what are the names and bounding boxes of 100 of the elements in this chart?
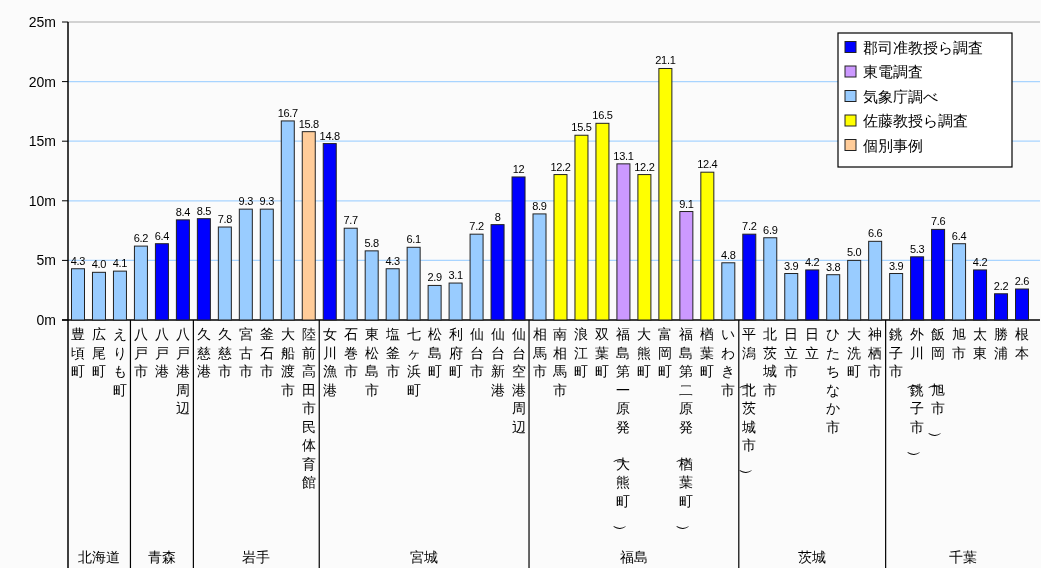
data-label: 2.2 [993,279,1009,292]
category-label: 陸前高田市民体育館 [301,326,316,490]
data-label: 9.3 [259,195,275,208]
x-tick-label: 平潟（北茨城市） [739,326,757,483]
bar [700,171,715,321]
bar [805,269,820,321]
data-label: 4.8 [721,248,736,261]
category-label: 福島第一原発（大熊町） [613,326,631,538]
x-tick-label: 八戸港 [154,326,169,379]
x-tick-label: 浪江町 [574,326,589,379]
x-tick-label: 飯岡（旭市） [928,326,946,446]
data-label: 7.7 [343,214,359,227]
bar [217,226,232,321]
x-tick-label: 旭市 [952,326,967,361]
data-label: 9.3 [238,195,254,208]
data-label: 3.9 [784,259,799,272]
data-label: 2.9 [427,271,442,284]
bar [469,233,484,321]
text: 茨城 [798,549,827,565]
data-label: 4.3 [70,254,86,267]
bar [91,271,106,321]
data-label: 4.3 [385,254,401,267]
bar [511,176,526,321]
legend-label: 郡司准教授ら調査 [863,38,983,57]
x-tick-label: 仙台空港周辺 [511,326,526,435]
text: 千葉 [948,549,977,565]
data-label: 15.5 [571,121,592,134]
data-label: 6.9 [763,223,778,236]
data-label: 6.1 [406,233,422,246]
x-tick-label: 勝浦 [994,326,1009,361]
text: 青森 [147,549,176,565]
data-label: 21.1 [655,54,676,67]
legend-label: 佐藤教授ら調査 [863,112,968,130]
x-tick-label: 日立市 [784,326,799,379]
x-tick-label: 石巻市 [343,326,358,379]
data-label: 2.6 [1014,275,1030,288]
x-tick-label: 八戸市 [133,326,148,379]
x-tick-label: 東松島市 [364,326,379,398]
data-label: 6.2 [133,232,149,245]
bar [658,67,673,321]
data-label: 5.0 [846,246,862,259]
text: 福島 [619,549,648,565]
x-tick-label: 大熊町 [637,326,652,379]
x-tick-label: 久慈市 [216,326,232,379]
text: 宮城 [410,549,439,565]
data-label: 7.8 [217,213,233,226]
y-tick-label: 0m [36,312,56,328]
data-label: 6.4 [951,229,967,242]
bar [364,250,379,321]
bar [553,174,568,321]
bar [490,224,505,321]
y-tick-label: 25m [28,14,56,30]
data-label: 6.6 [867,227,883,240]
bar [133,245,148,321]
data-label: 4.0 [91,258,107,271]
data-label: 4.2 [972,255,988,268]
data-label: 4.2 [805,255,820,268]
bar [847,259,862,321]
legend-label: 個別事例 [863,136,923,155]
data-label: 3.1 [448,269,463,282]
bar [952,243,967,321]
data-label: 5.8 [364,236,380,249]
data-label: 4.1 [112,257,128,270]
x-tick-label: 南相馬市 [552,326,568,398]
data-label: 8 [494,210,501,223]
data-label: 8.5 [196,204,212,217]
bar [763,237,778,321]
bar [71,268,85,321]
data-label: 16.5 [592,109,613,122]
x-tick-label: 釜石市 [259,326,274,379]
x-tick-label: 利府町 [448,326,463,379]
data-label: 12 [512,162,525,175]
data-label: 7.2 [742,220,757,233]
x-tick-label: 日立 [805,326,820,361]
bar [595,122,610,321]
bar [742,233,757,321]
data-label: 5.3 [909,242,925,255]
data-label: 12.2 [634,160,655,173]
bar [868,240,883,321]
data-label: 3.9 [888,259,904,272]
bar [280,120,295,321]
legend-label: 東電調査 [863,63,923,81]
bar [301,131,316,321]
bar [196,218,211,321]
data-label: 6.4 [154,229,170,242]
bar [784,273,799,321]
bar [406,246,421,321]
x-tick-label: 仙台市 [469,326,484,379]
bar [574,134,589,321]
data-label: 7.2 [469,220,484,233]
x-tick-label: 広尾町 [91,326,106,379]
data-label: 12.4 [697,158,718,171]
x-tick-label: 銚子市 [889,326,904,379]
x-tick-label: 松島町 [427,326,442,379]
bar [322,143,337,321]
data-label: 13.1 [613,149,634,162]
bar [973,269,988,321]
y-tick-label: 10m [28,192,56,209]
bar [175,219,190,321]
data-label: 15.8 [298,117,320,130]
